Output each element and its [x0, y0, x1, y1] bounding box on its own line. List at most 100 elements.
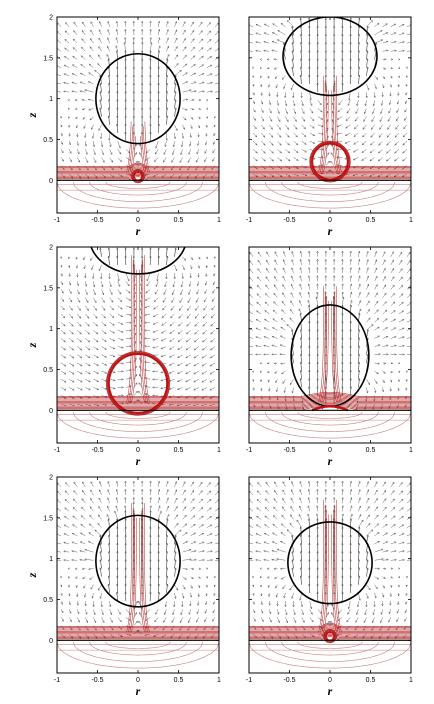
- vector-head: [177, 387, 180, 390]
- velocity-vector: [125, 313, 132, 316]
- velocity-vector: [373, 100, 375, 106]
- velocity-vector: [398, 285, 403, 290]
- vector-head: [62, 316, 66, 319]
- velocity-vector: [398, 345, 405, 347]
- vector-head: [295, 135, 298, 138]
- velocity-vector: [300, 559, 302, 569]
- velocity-vector: [350, 300, 353, 306]
- velocity-vector: [203, 297, 208, 303]
- velocity-vector: [190, 524, 196, 528]
- vector-head: [83, 595, 87, 598]
- vector-head: [271, 159, 274, 162]
- vector-head: [280, 335, 283, 338]
- vector-head: [96, 355, 99, 358]
- vector-head: [99, 107, 102, 110]
- vector-head: [101, 612, 104, 615]
- vector-head: [299, 74, 302, 78]
- vector-head: [89, 55, 92, 58]
- vector-head: [180, 292, 183, 295]
- velocity-vector: [296, 519, 302, 528]
- velocity-vector: [133, 391, 138, 396]
- velocity-vector: [269, 601, 271, 606]
- velocity-vector: [69, 338, 74, 343]
- vector-head: [397, 388, 400, 391]
- velocity-vector: [82, 481, 86, 487]
- velocity-vector: [98, 29, 102, 36]
- vector-head: [281, 372, 284, 375]
- vector-head: [183, 498, 186, 501]
- vector-head: [123, 42, 126, 45]
- vector-head: [353, 158, 356, 161]
- vector-head: [71, 356, 75, 359]
- vector-head: [157, 592, 161, 595]
- velocity-vector: [69, 362, 75, 367]
- vector-head: [302, 620, 305, 623]
- velocity-vector: [406, 525, 411, 528]
- velocity-vector: [366, 42, 368, 52]
- vector-head: [80, 524, 83, 527]
- velocity-vector: [382, 293, 387, 298]
- vector-head: [344, 157, 347, 160]
- velocity-vector: [271, 41, 278, 44]
- velocity-vector: [382, 379, 385, 383]
- vector-head: [376, 309, 379, 312]
- velocity-vector: [382, 259, 386, 266]
- velocity-vector: [277, 124, 281, 130]
- vector-head: [80, 72, 83, 75]
- velocity-vector: [336, 625, 343, 629]
- velocity-vector: [108, 559, 110, 569]
- velocity-vector: [300, 75, 302, 85]
- velocity-vector: [274, 251, 278, 257]
- vector-head: [64, 507, 67, 510]
- velocity-vector: [358, 329, 360, 339]
- vector-head: [129, 393, 132, 396]
- velocity-vector: [202, 338, 207, 343]
- velocity-vector: [93, 297, 97, 303]
- velocity-vector: [330, 161, 335, 166]
- vector-head: [291, 559, 294, 562]
- vector-head: [162, 307, 165, 311]
- velocity-vector: [179, 297, 183, 303]
- vector-head: [63, 332, 66, 335]
- vector-head: [109, 604, 112, 607]
- velocity-vector: [249, 252, 254, 257]
- velocity-vector: [366, 259, 369, 266]
- contour-line: [281, 181, 379, 196]
- vector-head: [190, 257, 194, 260]
- vector-head: [195, 160, 198, 163]
- vector-head: [310, 103, 313, 106]
- vector-head: [299, 337, 303, 340]
- vector-head: [400, 251, 403, 255]
- velocity-vector: [214, 551, 219, 553]
- velocity-vector: [293, 132, 298, 138]
- velocity-vector: [252, 124, 257, 129]
- vector-head: [282, 489, 285, 492]
- vector-head: [357, 329, 361, 332]
- velocity-vector: [149, 132, 152, 142]
- vector-head: [95, 332, 99, 335]
- velocity-vector: [93, 321, 98, 327]
- vector-head: [290, 309, 293, 312]
- velocity-vector: [337, 108, 343, 113]
- vector-head: [358, 292, 361, 295]
- vector-head: [218, 524, 219, 527]
- velocity-vector: [355, 617, 359, 623]
- velocity-vector: [116, 583, 119, 593]
- contour-line: [57, 411, 219, 439]
- vector-head: [308, 259, 311, 262]
- vector-head: [71, 340, 74, 343]
- vector-head: [253, 110, 256, 113]
- vector-head: [115, 29, 118, 32]
- vector-head: [71, 541, 74, 544]
- velocity-vector: [269, 124, 273, 130]
- velocity-vector: [194, 338, 199, 343]
- vector-head: [261, 110, 264, 113]
- velocity-vector: [382, 354, 389, 356]
- vector-head: [115, 50, 119, 53]
- panel-field: [57, 480, 219, 669]
- vector-head: [106, 514, 109, 517]
- vector-head: [209, 372, 213, 375]
- velocity-vector: [349, 378, 352, 388]
- vector-head: [271, 335, 275, 338]
- vector-head: [272, 309, 276, 313]
